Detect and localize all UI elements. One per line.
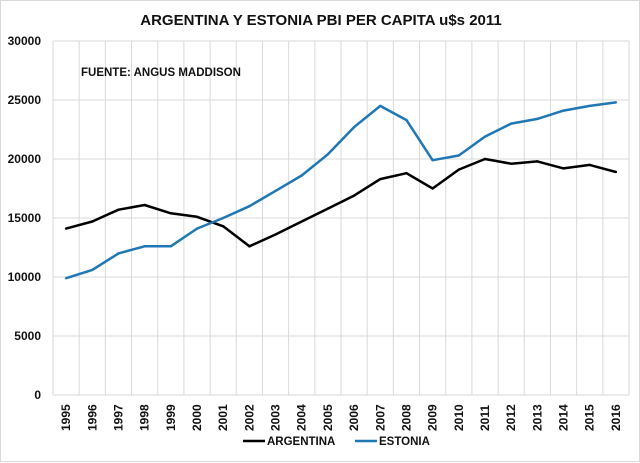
series-layer: [64, 101, 618, 280]
y-tick-label: 15000: [8, 211, 42, 225]
x-tick-label: 1995: [59, 404, 73, 431]
x-axis: 1995 1996 1997 1998 1999 2000 2001 2002 2003 2004…: [59, 404, 623, 431]
data-point-estonia: [300, 174, 303, 177]
data-point-estonia: [614, 101, 618, 104]
x-tick-label: 2013: [530, 404, 544, 431]
x-tick-label: 2002: [242, 404, 256, 431]
x-tick-label: 1997: [111, 404, 125, 431]
y-tick-label: 5000: [14, 329, 41, 343]
data-point-estonia: [64, 276, 68, 280]
data-point-argentina: [91, 220, 94, 223]
data-point-estonia: [274, 189, 277, 193]
x-tick-label: 2010: [452, 404, 466, 431]
x-tick-label: 1998: [138, 404, 152, 431]
data-point-argentina: [352, 194, 356, 197]
data-point-argentina: [536, 160, 539, 163]
x-tick-label: 1999: [164, 404, 178, 431]
x-tick-label: 2009: [426, 404, 440, 431]
data-point-estonia: [536, 117, 539, 121]
data-point-argentina: [248, 245, 251, 248]
data-point-estonia: [483, 135, 487, 138]
data-point-estonia: [221, 216, 225, 220]
series-line-argentina: [65, 157, 617, 248]
data-point-estonia: [248, 205, 251, 208]
data-point-argentina: [143, 203, 146, 207]
x-tick-label: 2000: [190, 404, 204, 431]
y-tick-label: 10000: [8, 270, 42, 284]
x-tick-label: 2005: [321, 404, 335, 431]
data-point-argentina: [195, 215, 199, 219]
data-point-estonia: [457, 154, 461, 157]
data-point-estonia: [143, 245, 146, 248]
gridlines: [52, 40, 630, 396]
x-tick-label: 2003: [269, 404, 283, 431]
x-tick-label: 2012: [504, 404, 518, 431]
data-point-argentina: [457, 168, 461, 171]
data-point-estonia: [562, 109, 565, 112]
data-point-estonia: [431, 158, 434, 162]
data-point-argentina: [405, 171, 408, 175]
data-point-estonia: [326, 153, 330, 156]
data-point-argentina: [562, 167, 565, 170]
data-point-estonia: [91, 268, 94, 272]
data-point-estonia: [195, 227, 199, 230]
data-point-argentina: [588, 163, 591, 167]
data-point-estonia: [588, 104, 591, 108]
data-point-estonia: [352, 125, 356, 129]
data-point-argentina: [169, 212, 173, 215]
x-tick-label: 2004: [295, 404, 309, 431]
x-tick-label: 2007: [373, 404, 387, 431]
data-point-argentina: [300, 220, 303, 223]
data-point-argentina: [431, 187, 434, 190]
y-tick-label: 20000: [8, 152, 42, 166]
legend-label-argentina: ARGENTINA: [267, 436, 335, 448]
legend: ARGENTINA ESTONIA: [243, 436, 430, 448]
legend-label-estonia: ESTONIA: [379, 436, 430, 448]
data-point-estonia: [117, 252, 120, 255]
data-point-argentina: [221, 225, 225, 228]
x-tick-label: 2006: [347, 404, 361, 431]
data-point-argentina: [274, 233, 277, 236]
data-point-estonia: [379, 104, 382, 108]
x-tick-label: 2016: [609, 404, 623, 431]
x-tick-label: 1996: [85, 404, 99, 431]
y-tick-label: 30000: [8, 34, 42, 48]
y-axis: 0 5000 10000 15000 20000 25000 30000: [8, 34, 42, 402]
x-tick-label: 2011: [478, 405, 492, 431]
series-line-estonia: [65, 101, 617, 280]
data-point-argentina: [483, 157, 487, 161]
data-point-argentina: [379, 177, 382, 181]
chart-title: ARGENTINA Y ESTONIA PBI PER CAPITA u$s 2…: [140, 12, 502, 29]
data-point-argentina: [614, 170, 618, 174]
x-tick-label: 2014: [557, 404, 571, 431]
x-tick-label: 2001: [216, 404, 230, 431]
y-tick-label: 0: [34, 388, 41, 402]
y-tick-label: 25000: [8, 93, 42, 107]
data-point-argentina: [326, 207, 330, 210]
x-tick-label: 2008: [399, 404, 413, 431]
data-point-argentina: [509, 162, 513, 165]
data-point-argentina: [64, 227, 68, 230]
data-point-estonia: [509, 122, 513, 125]
data-point-estonia: [405, 118, 408, 122]
x-tick-label: 2015: [583, 404, 597, 431]
data-point-argentina: [117, 208, 120, 211]
data-point-estonia: [169, 245, 173, 248]
source-annotation: FUENTE: ANGUS MADDISON: [81, 67, 241, 79]
